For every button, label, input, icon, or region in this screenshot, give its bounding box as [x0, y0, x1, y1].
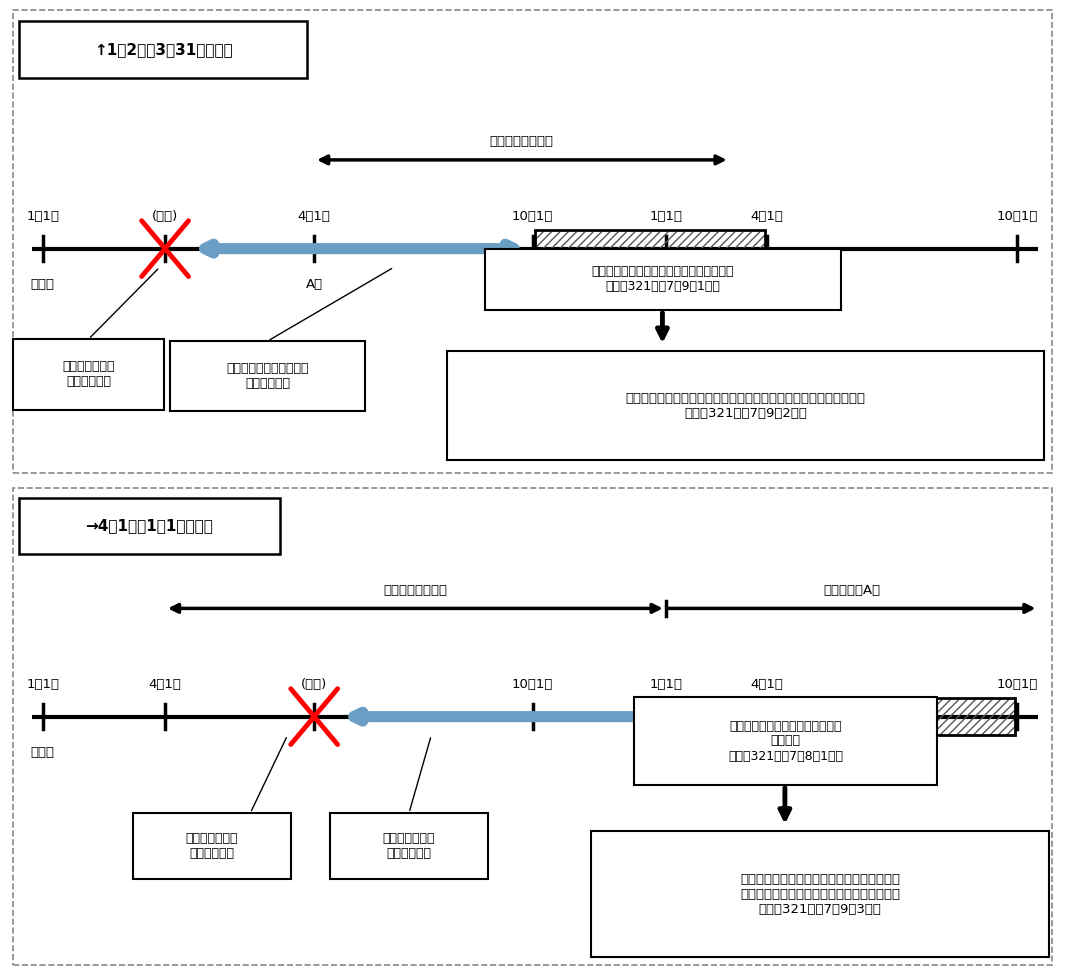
- Text: 1月1日: 1月1日: [27, 679, 59, 691]
- Bar: [19, 21, 307, 78]
- Text: (転出): (転出): [152, 211, 178, 223]
- Text: 課税主体：A市: 課税主体：A市: [823, 584, 881, 597]
- Text: 4月1日: 4月1日: [751, 679, 783, 691]
- Text: 10月1日: 10月1日: [997, 679, 1037, 691]
- Bar: [634, 697, 937, 785]
- Text: 4月1日: 4月1日: [149, 679, 181, 691]
- Text: →4月1日～1月1日に転出: →4月1日～1月1日に転出: [85, 518, 213, 533]
- Text: 年税額から他徴収額を控除した額を当該年度の後半に普通徴収する
《法第321条の7の9第2項》: 年税額から他徴収額を控除した額を当該年度の後半に普通徴収する 《法第321条の7…: [625, 392, 866, 419]
- Text: (転出): (転出): [301, 679, 327, 691]
- Text: 市町村は、転出前に他徴収額の通知を行った
場合においては、他徴収を行わない旨を通知
《法第321条の7の9第3項》: 市町村は、転出前に他徴収額の通知を行った 場合においては、他徴収を行わない旨を通…: [740, 873, 900, 916]
- Text: 10月1日: 10月1日: [997, 211, 1037, 223]
- Text: ↑1月2日～3月31日に転出: ↑1月2日～3月31日に転出: [94, 42, 232, 58]
- Text: 4月1日: 4月1日: [298, 211, 330, 223]
- Text: 転出した年度の翔年度の本徴収を行わない
《法第321条の7の9第1項》: 転出した年度の翔年度の本徴収を行わない 《法第321条の7の9第1項》: [592, 265, 734, 293]
- Text: 課税主体：洋野町: 課税主体：洋野町: [490, 136, 554, 148]
- Bar: [330, 813, 488, 879]
- Text: 4月1日: 4月1日: [751, 211, 783, 223]
- Bar: [13, 339, 164, 409]
- Text: 転出した年度の
本徴収を継続: 転出した年度の 本徴収を継続: [382, 833, 436, 860]
- Text: 10月1日: 10月1日: [512, 211, 553, 223]
- Text: 転出した年度の翔年度の
他徴収を継続: 転出した年度の翔年度の 他徴収を継続: [227, 363, 309, 390]
- Bar: [769, 698, 1015, 735]
- Bar: [485, 249, 841, 310]
- Bar: [591, 831, 1049, 957]
- Text: A市: A市: [306, 278, 323, 291]
- Text: 転出した年度の
本徴収を継続: 転出した年度の 本徴収を継続: [62, 361, 115, 388]
- Bar: [170, 341, 365, 411]
- Text: A市: A市: [657, 746, 674, 759]
- Bar: [447, 351, 1044, 460]
- Text: 1月1日: 1月1日: [650, 679, 682, 691]
- Bar: [13, 488, 1052, 965]
- Text: 課税主体：洋野町: 課税主体：洋野町: [383, 584, 447, 597]
- Bar: [19, 498, 280, 554]
- Text: 洋野町: 洋野町: [31, 746, 54, 759]
- Text: 洋野町: 洋野町: [31, 278, 54, 291]
- Text: 転出した年度の翔年度の他徴収を
行わない
《法第321条の7の8第1項》: 転出した年度の翔年度の他徴収を 行わない 《法第321条の7の8第1項》: [728, 720, 842, 762]
- Bar: [769, 698, 1015, 735]
- Text: 1月1日: 1月1日: [650, 211, 682, 223]
- Text: 1月1日: 1月1日: [27, 211, 59, 223]
- Text: 転出した年度の
他徴収を継続: 転出した年度の 他徴収を継続: [185, 833, 239, 860]
- Text: 10月1日: 10月1日: [512, 679, 553, 691]
- Bar: [133, 813, 291, 879]
- Bar: [535, 230, 765, 267]
- Bar: [535, 230, 765, 267]
- Bar: [13, 10, 1052, 473]
